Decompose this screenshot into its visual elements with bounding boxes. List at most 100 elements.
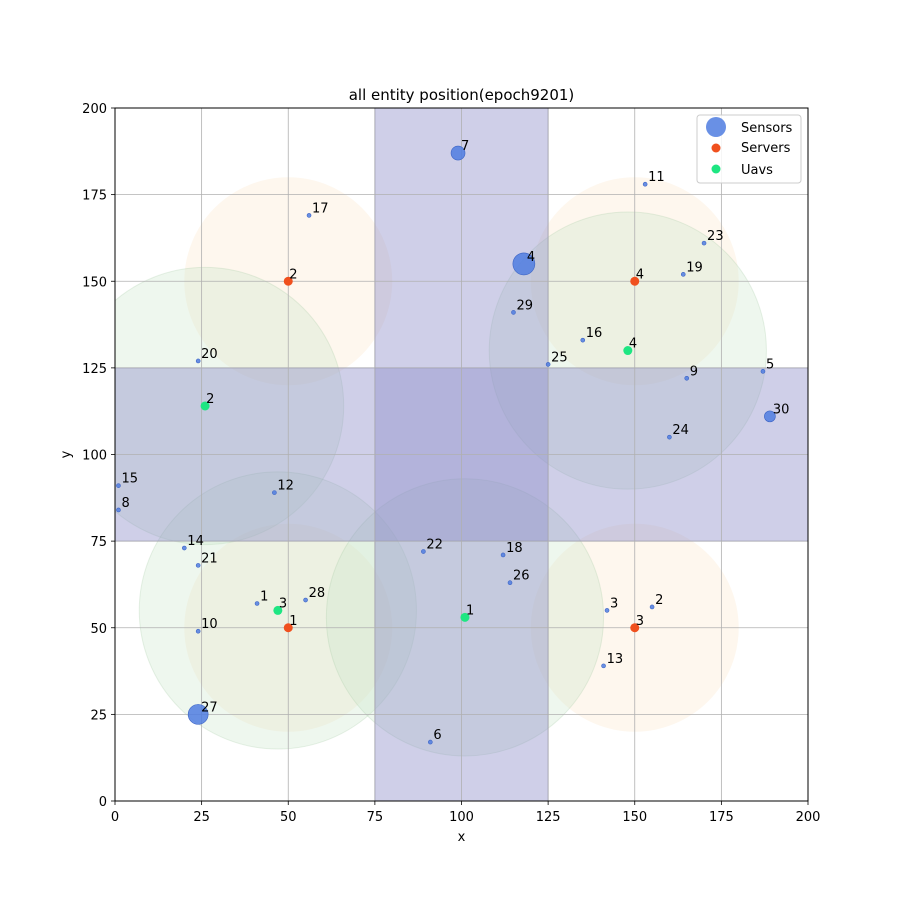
x-tick-label: 150 xyxy=(622,810,647,825)
sensor-marker-12 xyxy=(272,490,277,495)
x-tick-label: 25 xyxy=(193,810,210,825)
sensor-label-5: 5 xyxy=(766,357,774,372)
sensor-marker-22 xyxy=(421,549,426,554)
sensor-marker-8 xyxy=(116,507,121,513)
y-tick-label: 150 xyxy=(82,275,107,290)
sensor-label-9: 9 xyxy=(690,364,698,379)
uav-marker-1 xyxy=(460,612,470,622)
sensor-marker-24 xyxy=(667,434,672,440)
x-tick-label: 100 xyxy=(449,810,474,825)
sensor-label-8: 8 xyxy=(121,496,129,511)
sensor-label-7: 7 xyxy=(461,139,469,154)
legend: Sensors Servers Uavs xyxy=(696,114,802,184)
uav-marker-3 xyxy=(273,605,283,615)
sensor-marker-11 xyxy=(642,181,648,187)
sensor-label-13: 13 xyxy=(607,652,624,667)
sensor-label-11: 11 xyxy=(648,170,665,185)
sensor-label-4: 4 xyxy=(527,250,535,265)
y-tick-label: 100 xyxy=(82,449,107,464)
server-label-2: 2 xyxy=(289,267,297,282)
sensor-marker-16 xyxy=(580,337,586,343)
legend-servers-label: Servers xyxy=(741,141,791,156)
sensor-marker-26 xyxy=(507,580,513,586)
x-tick-label: 75 xyxy=(367,810,384,825)
sensor-marker-6 xyxy=(428,739,433,745)
sensor-label-12: 12 xyxy=(277,479,294,494)
x-tick-label: 50 xyxy=(280,810,297,825)
sensor-marker-28 xyxy=(303,597,308,603)
sensor-label-18: 18 xyxy=(506,541,523,556)
chart-title: all entity position(epoch9201) xyxy=(349,86,575,104)
y-tick-label: 0 xyxy=(99,795,107,810)
axis-ticks: 0 25 50 75 100 125 150 175 200025507510012515017… xyxy=(82,102,820,825)
sensor-label-19: 19 xyxy=(686,260,703,275)
sensor-marker-23 xyxy=(701,240,707,246)
sensor-label-22: 22 xyxy=(426,538,443,553)
sensor-label-30: 30 xyxy=(773,402,790,417)
uav-label-1: 1 xyxy=(466,603,474,618)
sensor-label-20: 20 xyxy=(201,347,218,362)
sensor-marker-14 xyxy=(182,545,187,551)
sensor-label-17: 17 xyxy=(312,201,329,216)
x-tick-label: 0 xyxy=(111,810,119,825)
sensor-marker-27 xyxy=(187,704,209,725)
sensor-label-6: 6 xyxy=(433,728,441,743)
sensor-marker-4 xyxy=(512,252,536,276)
sensor-label-21: 21 xyxy=(201,551,218,566)
sensor-marker-19 xyxy=(680,272,686,277)
sensor-marker-15 xyxy=(116,483,121,488)
legend-server-marker xyxy=(711,143,721,153)
sensor-marker-18 xyxy=(500,552,506,558)
legend-uavs-label: Uavs xyxy=(741,163,773,178)
server-marker-2 xyxy=(283,276,293,286)
sensor-marker-30 xyxy=(764,410,776,423)
sensor-marker-9 xyxy=(684,375,690,381)
sensor-marker-10 xyxy=(195,628,201,634)
server-label-4: 4 xyxy=(636,267,644,282)
sensor-marker-17 xyxy=(306,213,312,218)
x-tick-label: 175 xyxy=(709,810,734,825)
y-tick-label: 25 xyxy=(90,708,107,723)
uav-marker-2 xyxy=(200,401,210,411)
uav-label-3: 3 xyxy=(279,596,287,611)
sensor-label-3: 3 xyxy=(610,596,618,611)
uav-coverage-zone-1 xyxy=(115,266,345,546)
sensor-marker-3 xyxy=(604,608,610,613)
y-tick-label: 200 xyxy=(82,102,107,117)
y-tick-label: 125 xyxy=(82,362,107,377)
sensor-label-14: 14 xyxy=(187,534,204,549)
legend-sensor-marker xyxy=(706,117,726,137)
sensor-label-1: 1 xyxy=(260,589,268,604)
server-marker-3 xyxy=(630,623,640,633)
server-label-3: 3 xyxy=(636,614,644,629)
sensor-marker-7 xyxy=(450,145,466,161)
sensor-label-28: 28 xyxy=(309,586,326,601)
y-tick-label: 75 xyxy=(90,535,107,550)
sensor-label-15: 15 xyxy=(121,472,138,487)
server-marker-1 xyxy=(283,623,293,633)
sensor-marker-29 xyxy=(511,310,516,315)
sensor-marker-21 xyxy=(195,563,201,568)
sensor-label-25: 25 xyxy=(551,350,568,365)
legend-sensors-label: Sensors xyxy=(741,121,793,136)
uav-label-4: 4 xyxy=(629,337,637,352)
y-tick-label: 50 xyxy=(90,622,107,637)
y-axis-label: y xyxy=(59,450,74,458)
sensor-label-10: 10 xyxy=(201,617,218,632)
sensor-label-24: 24 xyxy=(672,423,689,438)
sensor-label-2: 2 xyxy=(655,593,663,608)
server-marker-4 xyxy=(630,276,640,286)
uav-marker-4 xyxy=(623,346,633,356)
entity-labels: 1 234567891011121314151617181920212223242… xyxy=(121,139,789,743)
sensor-marker-5 xyxy=(760,369,766,374)
sensor-marker-20 xyxy=(195,358,201,364)
sensor-label-27: 27 xyxy=(201,700,218,715)
sensor-marker-13 xyxy=(601,663,606,669)
sensor-marker-25 xyxy=(545,362,551,367)
sensor-marker-1 xyxy=(254,601,260,606)
sensor-label-26: 26 xyxy=(513,569,530,584)
x-tick-label: 200 xyxy=(796,810,821,825)
sensor-label-16: 16 xyxy=(586,326,603,341)
entity-markers xyxy=(116,145,776,745)
